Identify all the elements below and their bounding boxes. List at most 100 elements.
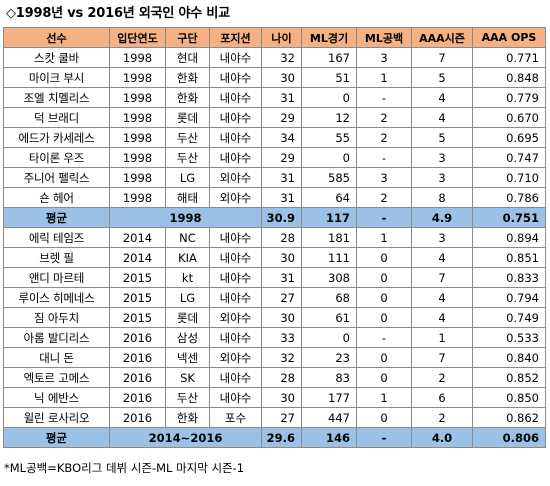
team-cell: 한화 <box>165 407 210 428</box>
year-cell: 1998 <box>109 187 166 208</box>
position-cell: 내야수 <box>209 367 262 388</box>
player-name-cell: 아롬 발디리스 <box>3 327 110 348</box>
aaa-ops-cell: 0.779 <box>472 87 546 108</box>
average-year-cell: 1998 <box>109 207 262 228</box>
aaa-ops-cell: 0.794 <box>472 287 546 308</box>
year-cell: 2014 <box>109 227 166 248</box>
player-name-cell: 숀 헤어 <box>3 187 110 208</box>
header-age: 나이 <box>261 27 302 48</box>
average-aaa-seasons-cell: 4.9 <box>411 207 473 228</box>
aaa-seasons-cell: 4 <box>411 307 473 328</box>
team-cell: 두산 <box>165 127 210 148</box>
player-name-cell: 마이크 부시 <box>3 67 110 88</box>
year-cell: 1998 <box>109 167 166 188</box>
age-cell: 34 <box>261 127 302 148</box>
age-cell: 32 <box>261 347 302 368</box>
header-aaa-seasons: AAA시즌 <box>411 27 473 48</box>
aaa-ops-cell: 0.533 <box>472 327 546 348</box>
position-cell: 외야수 <box>209 307 262 328</box>
team-cell: 한화 <box>165 67 210 88</box>
ml-games-cell: 68 <box>301 287 357 308</box>
header-player: 선수 <box>3 27 110 48</box>
aaa-seasons-cell: 4 <box>411 107 473 128</box>
player-name-cell: 대니 돈 <box>3 347 110 368</box>
player-name-cell: 엑토르 고메스 <box>3 367 110 388</box>
team-cell: kt <box>165 267 210 288</box>
player-name-cell: 주니어 펠릭스 <box>3 167 110 188</box>
position-cell: 내야수 <box>209 227 262 248</box>
table-row: 앤디 마르테 2015 kt 내야수 31 308 0 7 0.833 <box>3 267 546 288</box>
player-name-cell: 에드가 카세레스 <box>3 127 110 148</box>
average-aaa-seasons-cell: 4.0 <box>411 427 473 448</box>
ml-gap-cell: 0 <box>356 407 412 428</box>
player-name-cell: 에릭 테임즈 <box>3 227 110 248</box>
team-cell: NC <box>165 227 210 248</box>
ml-games-cell: 51 <box>301 67 357 88</box>
aaa-seasons-cell: 5 <box>411 127 473 148</box>
position-cell: 외야수 <box>209 347 262 368</box>
aaa-ops-cell: 0.710 <box>472 167 546 188</box>
average-ml-games-cell: 146 <box>301 427 357 448</box>
position-cell: 외야수 <box>209 187 262 208</box>
ml-games-cell: 308 <box>301 267 357 288</box>
aaa-ops-cell: 0.749 <box>472 307 546 328</box>
aaa-ops-cell: 0.848 <box>472 67 546 88</box>
player-name-cell: 앤디 마르테 <box>3 267 110 288</box>
table-row: 루이스 히메네스 2015 LG 내야수 27 68 0 4 0.794 <box>3 287 546 308</box>
player-name-cell: 짐 아두치 <box>3 307 110 328</box>
aaa-seasons-cell: 1 <box>411 327 473 348</box>
ml-games-cell: 23 <box>301 347 357 368</box>
team-cell: 삼성 <box>165 327 210 348</box>
aaa-ops-cell: 0.747 <box>472 147 546 168</box>
team-cell: 롯데 <box>165 307 210 328</box>
age-cell: 31 <box>261 167 302 188</box>
aaa-ops-cell: 0.771 <box>472 47 546 68</box>
table-row: 에드가 카세레스 1998 두산 내야수 34 55 2 5 0.695 <box>3 127 546 148</box>
average-label-cell: 평균 <box>3 427 110 448</box>
aaa-seasons-cell: 8 <box>411 187 473 208</box>
team-cell: 넥센 <box>165 347 210 368</box>
table-row: 아롬 발디리스 2016 삼성 내야수 33 0-1 0.533 <box>3 327 546 348</box>
ml-games-cell: 83 <box>301 367 357 388</box>
player-name-cell: 스캇 쿨바 <box>3 47 110 68</box>
age-cell: 27 <box>261 287 302 308</box>
aaa-ops-cell: 0.852 <box>472 367 546 388</box>
age-cell: 28 <box>261 367 302 388</box>
aaa-seasons-cell: 3 <box>411 147 473 168</box>
ml-gap-cell: - <box>356 327 412 348</box>
year-cell: 2015 <box>109 267 166 288</box>
age-cell: 31 <box>261 87 302 108</box>
aaa-ops-cell: 0.833 <box>472 267 546 288</box>
aaa-seasons-cell: 7 <box>411 267 473 288</box>
header-aaa-ops: AAA OPS <box>472 27 546 48</box>
ml-games-cell: 177 <box>301 387 357 408</box>
year-cell: 2016 <box>109 387 166 408</box>
table-header-row: 선수 입단연도 구단 포지션 나이 ML경기 ML공백 AAA시즌 AAA OP… <box>3 27 546 48</box>
table-row: 타이론 우즈 1998 두산 내야수 29 0-3 0.747 <box>3 147 546 168</box>
position-cell: 내야수 <box>209 147 262 168</box>
ml-gap-cell: 1 <box>356 227 412 248</box>
year-cell: 2016 <box>109 407 166 428</box>
team-cell: 해태 <box>165 187 210 208</box>
aaa-ops-cell: 0.862 <box>472 407 546 428</box>
average-year-cell: 2014~2016 <box>109 427 262 448</box>
ml-games-cell: 0 <box>301 327 357 348</box>
age-cell: 30 <box>261 307 302 328</box>
ml-gap-cell: 2 <box>356 187 412 208</box>
team-cell: 두산 <box>165 387 210 408</box>
position-cell: 내야수 <box>209 67 262 88</box>
ml-games-cell: 61 <box>301 307 357 328</box>
year-cell: 1998 <box>109 107 166 128</box>
average-row: 평균 2014~2016 29.6 146-4.0 0.806 <box>3 427 546 448</box>
table-row: 대니 돈 2016 넥센 외야수 32 23 0 7 0.840 <box>3 347 546 368</box>
player-name-cell: 윌린 로사리오 <box>3 407 110 428</box>
age-cell: 33 <box>261 327 302 348</box>
position-cell: 내야수 <box>209 247 262 268</box>
ml-gap-cell: 0 <box>356 367 412 388</box>
ml-gap-cell: 2 <box>356 107 412 128</box>
table-row: 마이크 부시 1998 한화 내야수 30 51 1 5 0.848 <box>3 67 546 88</box>
ml-games-cell: 585 <box>301 167 357 188</box>
age-cell: 32 <box>261 47 302 68</box>
page-title: ◇1998년 vs 2016년 외국인 야수 비교 <box>6 6 230 21</box>
year-cell: 2016 <box>109 347 166 368</box>
